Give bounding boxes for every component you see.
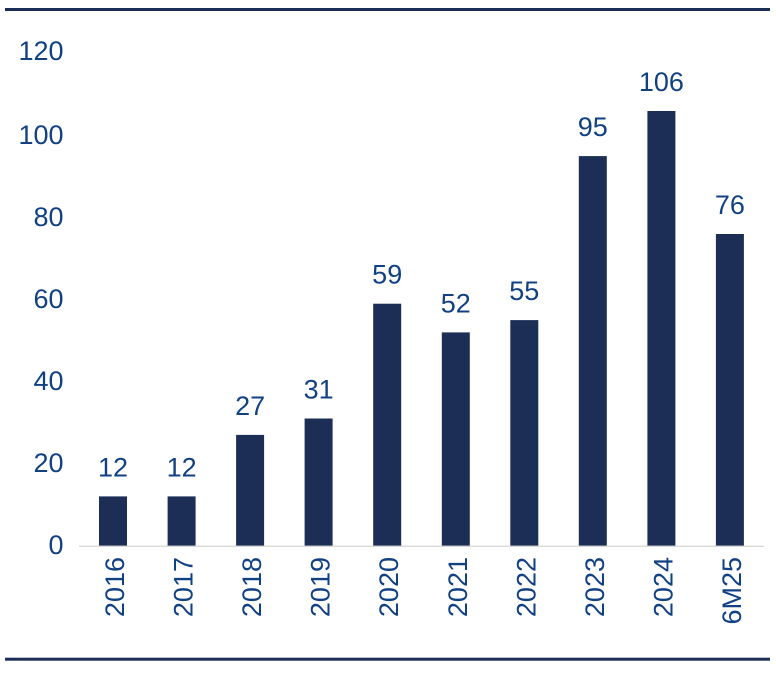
svg-text:12: 12	[167, 452, 197, 482]
svg-text:2016: 2016	[100, 557, 130, 617]
svg-text:20: 20	[33, 448, 63, 478]
svg-text:55: 55	[509, 276, 539, 306]
svg-text:80: 80	[33, 202, 63, 232]
svg-text:2024: 2024	[648, 557, 678, 617]
svg-text:76: 76	[715, 190, 745, 220]
svg-text:2019: 2019	[306, 557, 336, 617]
svg-text:2020: 2020	[374, 557, 404, 617]
svg-text:6M25: 6M25	[717, 557, 747, 625]
svg-text:27: 27	[235, 391, 265, 421]
svg-text:12: 12	[98, 452, 128, 482]
svg-text:106: 106	[639, 67, 684, 97]
svg-text:2021: 2021	[443, 557, 473, 617]
svg-text:2017: 2017	[169, 557, 199, 617]
svg-text:2022: 2022	[511, 557, 541, 617]
svg-text:2018: 2018	[237, 557, 267, 617]
svg-text:60: 60	[33, 284, 63, 314]
svg-text:40: 40	[33, 366, 63, 396]
svg-text:2023: 2023	[580, 557, 610, 617]
svg-text:59: 59	[372, 260, 402, 290]
svg-text:95: 95	[578, 112, 608, 142]
svg-text:52: 52	[441, 288, 471, 318]
svg-text:31: 31	[304, 375, 334, 405]
svg-text:0: 0	[48, 530, 63, 560]
svg-text:100: 100	[18, 120, 63, 150]
svg-text:120: 120	[18, 36, 63, 66]
